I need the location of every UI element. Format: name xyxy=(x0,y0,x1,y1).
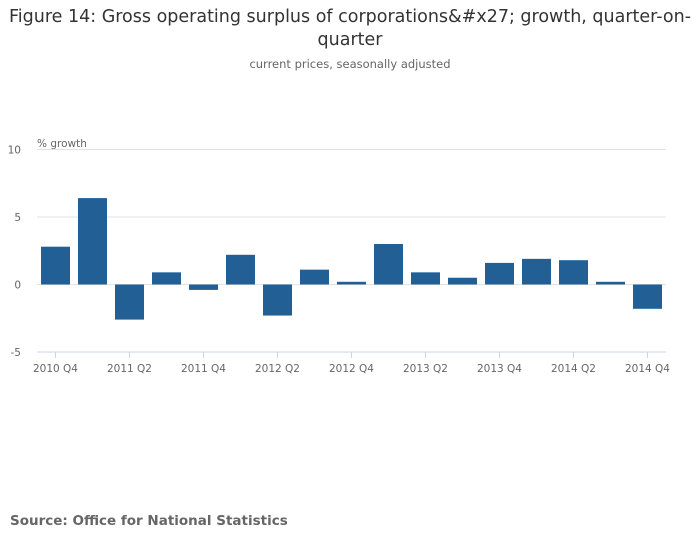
bar-2010-q4 xyxy=(41,246,70,285)
bar-2013-q3 xyxy=(448,277,477,285)
bar-2011-q3 xyxy=(152,272,181,285)
bar-2011-q2 xyxy=(115,284,144,320)
y-axis-label: % growth xyxy=(37,138,87,150)
bar-2014-q2 xyxy=(559,260,588,285)
bar-2013-q4 xyxy=(485,262,514,285)
x-tick-label: 2011 Q2 xyxy=(107,363,152,375)
x-tick-label: 2013 Q2 xyxy=(403,363,448,375)
bar-2014-q4 xyxy=(633,284,662,309)
bar-2011-q1 xyxy=(78,198,107,285)
bar-2012-q3 xyxy=(300,269,329,285)
y-tick-label: 5 xyxy=(14,212,21,224)
bar-2014-q3 xyxy=(596,281,625,285)
y-tick-label: 0 xyxy=(14,280,21,292)
x-tick-label: 2012 Q2 xyxy=(255,363,300,375)
bar-2013-q1 xyxy=(374,244,403,285)
x-tick-label: 2013 Q4 xyxy=(477,363,522,375)
bar-2012-q1 xyxy=(226,254,255,285)
y-tick-label: -5 xyxy=(11,347,21,359)
bar-2012-q4 xyxy=(337,281,366,285)
bar-2014-q1 xyxy=(522,258,551,285)
bar-2012-q2 xyxy=(263,284,292,316)
bar-2011-q4 xyxy=(189,284,218,290)
x-tick-label: 2011 Q4 xyxy=(181,363,226,375)
x-tick-label: 2014 Q2 xyxy=(551,363,596,375)
x-tick-label: 2012 Q4 xyxy=(329,363,374,375)
chart-title: Figure 14: Gross operating surplus of co… xyxy=(8,7,692,50)
source-note: Source: Office for National Statistics xyxy=(10,513,288,529)
bar-2013-q2 xyxy=(411,272,440,285)
y-tick-label: 10 xyxy=(8,145,21,157)
x-tick-label: 2014 Q4 xyxy=(625,363,670,375)
x-tick-label: 2010 Q4 xyxy=(33,363,78,375)
chart-subtitle: current prices, seasonally adjusted xyxy=(249,57,451,71)
